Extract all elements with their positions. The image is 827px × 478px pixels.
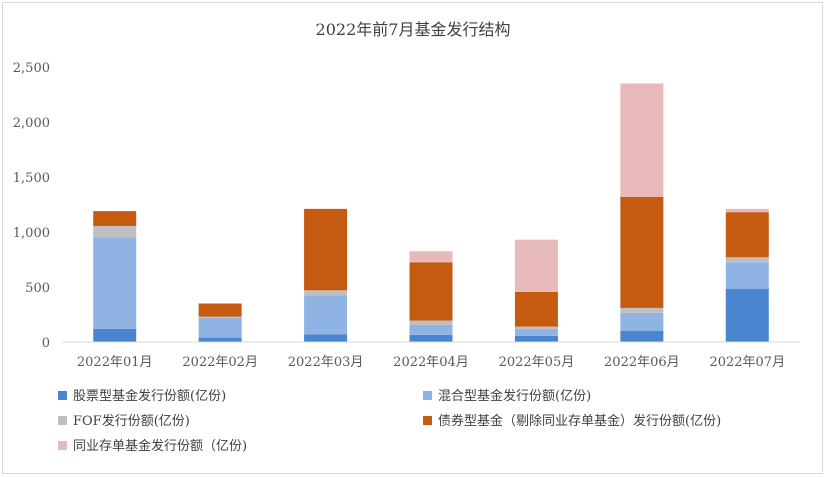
legend-swatch <box>423 391 432 400</box>
y-axis-ticks: 0 500 1,000 1,500 2,000 2,500 <box>13 61 50 351</box>
x-axis-ticks: 2022年01月 2022年02月 2022年03月 2022年04月 2022年05月… <box>77 355 785 370</box>
bar-segment <box>198 337 242 342</box>
y-tick-label: 0 <box>42 336 50 351</box>
x-tick-label: 2022年07月 <box>709 355 785 370</box>
legend-label: 混合型基金发行份额(亿份) <box>438 388 591 404</box>
legend-label: 股票型基金发行份额(亿份) <box>73 388 226 404</box>
bar-segment <box>304 208 348 291</box>
y-tick-label: 2,500 <box>13 61 50 76</box>
bar-segment <box>93 237 137 329</box>
bar-segment <box>620 196 664 308</box>
bar-segment <box>620 83 664 197</box>
bar-segment <box>93 328 137 342</box>
x-tick-label: 2022年02月 <box>182 355 258 370</box>
x-tick-label: 2022年06月 <box>604 355 680 370</box>
legend-swatch <box>58 391 67 400</box>
bar-segment <box>304 295 348 335</box>
bar-segment <box>514 335 558 342</box>
bar-segment <box>409 262 453 321</box>
bar-segment <box>725 257 769 263</box>
x-tick-label: 2022年04月 <box>393 355 469 370</box>
chart-title: 2022年前7月基金发行结构 <box>316 20 511 39</box>
bar-segment <box>93 225 137 238</box>
bar-segment <box>514 291 558 327</box>
x-tick-label: 2022年03月 <box>288 355 364 370</box>
bar-segment <box>409 251 453 263</box>
bar-segment <box>304 290 348 296</box>
bar-segment <box>514 326 558 329</box>
legend: 股票型基金发行份额(亿份) 混合型基金发行份额(亿份) FOF发行份额(亿份) 债券型… <box>58 388 721 454</box>
bar-segment <box>725 262 769 289</box>
legend-label: FOF发行份额(亿份) <box>73 413 190 429</box>
bar-segment <box>304 334 348 342</box>
bar-segment <box>198 317 242 338</box>
legend-label: 同业存单基金发行份额（亿份) <box>73 438 247 454</box>
y-tick-label: 500 <box>25 281 50 296</box>
y-tick-label: 2,000 <box>13 116 50 131</box>
bar-segment <box>409 334 453 342</box>
bar-segment <box>514 239 558 292</box>
bar-segment <box>620 307 664 313</box>
bar-segment <box>725 288 769 342</box>
legend-label: 债券型基金（剔除同业存单基金）发行份额(亿份) <box>438 413 721 429</box>
bar-segment <box>409 324 453 335</box>
bar-segment <box>620 331 664 342</box>
y-tick-label: 1,500 <box>13 171 50 186</box>
legend-swatch <box>423 416 432 425</box>
x-tick-label: 2022年05月 <box>499 355 575 370</box>
legend-swatch <box>58 441 67 450</box>
bar-segment <box>514 328 558 336</box>
bar-segment <box>198 316 242 318</box>
bar-segment <box>93 211 137 226</box>
bar-segment <box>409 320 453 325</box>
bar-segment <box>725 212 769 258</box>
y-tick-label: 1,000 <box>13 226 50 241</box>
bar-segment <box>725 208 769 213</box>
x-tick-label: 2022年01月 <box>77 355 153 370</box>
bar-segment <box>620 312 664 331</box>
bars-group <box>93 83 769 342</box>
bar-segment <box>198 303 242 317</box>
legend-swatch <box>58 416 67 425</box>
